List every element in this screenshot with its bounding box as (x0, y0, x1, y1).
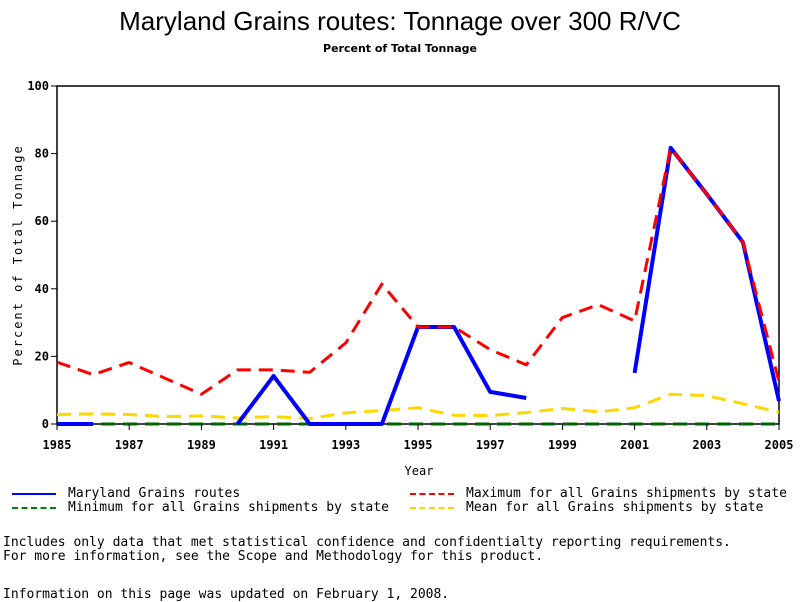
y-tick-label: 60 (35, 214, 49, 228)
series-line (57, 394, 779, 418)
legend-item-maryland: Maryland Grains routes (12, 487, 240, 501)
legend-label: Maximum for all Grains shipments by stat… (466, 487, 787, 501)
legend-swatch-solid-blue (12, 493, 56, 495)
x-axis-label: Year (405, 464, 434, 478)
footnote-methodology: For more information, see the Scope and … (3, 549, 543, 564)
legend-swatch-dashed-green (12, 507, 56, 509)
legend-item-maximum: Maximum for all Grains shipments by stat… (410, 487, 787, 501)
legend-swatch-dashed-yellow (410, 507, 454, 509)
axes (57, 86, 779, 424)
legend-swatch-dashed-red (410, 493, 454, 495)
series-line (238, 327, 527, 424)
x-tick-label: 2001 (620, 438, 649, 452)
x-tick-label: 1989 (187, 438, 216, 452)
y-axis-label: Percent of Total Tonnage (11, 144, 25, 365)
x-tick-label: 1997 (476, 438, 505, 452)
legend-item-minimum: Minimum for all Grains shipments by stat… (12, 501, 389, 515)
y-tick-label: 20 (35, 349, 49, 363)
line-chart: 0 20 40 60 80 100 1985 1987 1989 1991 1993 1995 1997… (0, 0, 800, 480)
series-maryland-grains-routes (57, 148, 779, 424)
x-tick-label: 1999 (548, 438, 577, 452)
x-tick-label: 2005 (765, 438, 794, 452)
series-line (635, 148, 779, 401)
series-line (57, 148, 779, 394)
x-tick-label: 1993 (331, 438, 360, 452)
y-tick-label: 0 (42, 417, 49, 431)
legend-label: Mean for all Grains shipments by state (466, 501, 763, 515)
x-tick-label: 1987 (115, 438, 144, 452)
legend-item-mean: Mean for all Grains shipments by state (410, 501, 763, 515)
legend-label: Maryland Grains routes (68, 487, 240, 501)
legend-label: Minimum for all Grains shipments by stat… (68, 501, 389, 515)
plot-frame (57, 86, 779, 424)
series-maximum-for-all-grains-shipments-by-state (57, 148, 779, 394)
x-tick-label: 2003 (692, 438, 721, 452)
y-tick-label: 80 (35, 147, 49, 161)
series-mean-for-all-grains-shipments-by-state (57, 394, 779, 418)
footnote-confidence: Includes only data that met statistical … (3, 535, 731, 550)
series-layer (57, 148, 779, 424)
x-tick-label: 1985 (43, 438, 72, 452)
y-tick-label: 100 (27, 79, 49, 93)
x-tick-label: 1991 (259, 438, 288, 452)
legend: Maryland Grains routes Maximum for all G… (0, 486, 800, 518)
y-tick-label: 40 (35, 282, 49, 296)
x-tick-label: 1995 (404, 438, 433, 452)
